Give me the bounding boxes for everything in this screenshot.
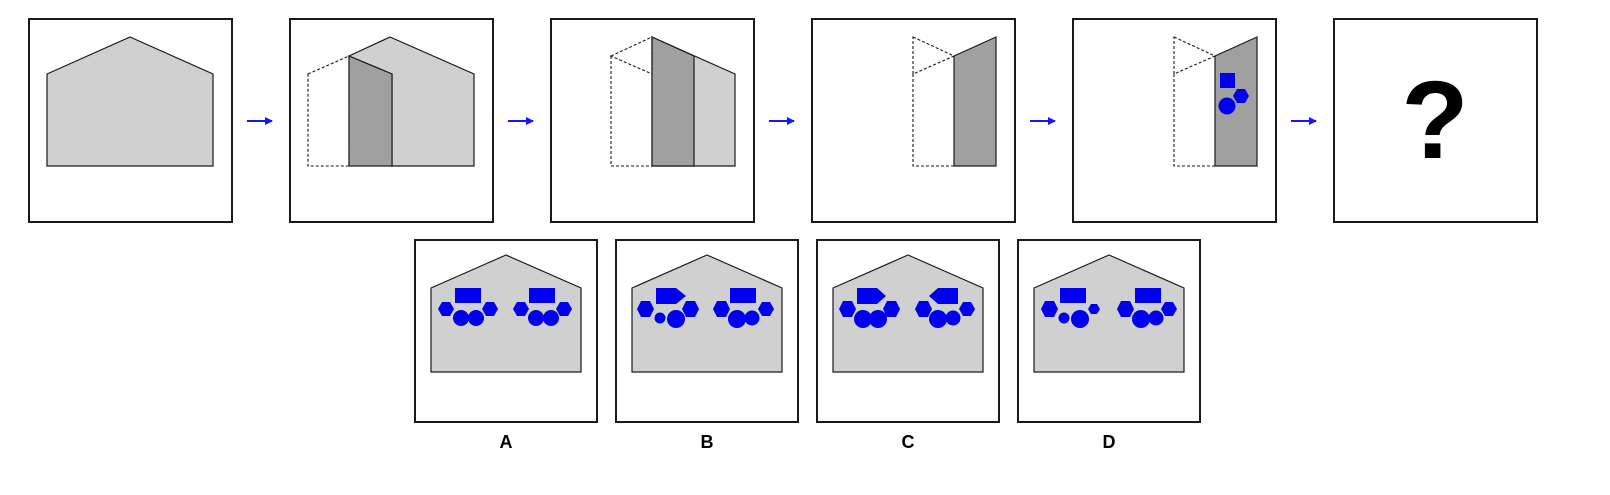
option-c-label: C (901, 432, 915, 452)
option-a[interactable] (414, 239, 598, 423)
small-circle-shape (654, 312, 666, 324)
circle-shape (929, 310, 947, 328)
folded-panel (651, 36, 695, 167)
circle-shape (854, 310, 872, 328)
sequence-frame-6: ? (1333, 18, 1538, 223)
circle-shape (728, 310, 746, 328)
sequence-frame-2 (289, 18, 494, 223)
folded-strip (953, 36, 997, 167)
hexagon-shape (637, 301, 654, 317)
hexagon-shape (556, 302, 572, 316)
house-shape (46, 36, 214, 167)
question-mark: ? (1401, 59, 1468, 182)
option-d-label: D (1102, 432, 1116, 452)
square-shape (1060, 288, 1086, 303)
fold-outline-dashed (912, 36, 956, 75)
house-shape (1033, 254, 1185, 373)
circle-shape (945, 310, 961, 326)
circle-shape (1132, 310, 1150, 328)
punched-square (1220, 73, 1235, 88)
circle-shape (744, 310, 760, 326)
circle-shape (667, 310, 685, 328)
fold-outline-dashed (1173, 36, 1217, 75)
square-shape (1135, 288, 1161, 303)
circle-shape (468, 310, 484, 326)
fold-outline-dashed (609, 36, 653, 75)
house-shape (832, 254, 984, 373)
option-c[interactable] (816, 239, 1000, 423)
folded-strip (1214, 36, 1258, 167)
folding-panel (348, 55, 393, 167)
house-shape (430, 254, 582, 373)
hexagon-shape (758, 302, 774, 316)
hexagon-shape (682, 301, 699, 317)
sequence-frame-3 (550, 18, 755, 223)
hexagon-shape (1117, 301, 1134, 317)
punched-circle (1218, 97, 1236, 115)
house-shape (631, 254, 783, 373)
option-a-label: A (499, 432, 513, 452)
circle-shape (453, 310, 469, 326)
square-shape (730, 288, 756, 303)
square-shape (455, 288, 481, 303)
option-b[interactable] (615, 239, 799, 423)
circle-shape (543, 310, 559, 326)
small-hexagon-shape (1088, 304, 1100, 314)
hexagon-shape (513, 302, 529, 316)
hexagon-shape (883, 301, 900, 317)
circle-shape (1148, 310, 1164, 326)
option-b-label: B (700, 432, 714, 452)
fold-outline-dashed (307, 55, 350, 167)
hexagon-shape (839, 301, 856, 317)
arrow-left-shape (929, 288, 958, 304)
square-shape (529, 288, 555, 303)
hexagon-shape (482, 302, 498, 316)
hexagon-shape (1161, 302, 1177, 316)
sequence-frame-5 (1072, 18, 1277, 223)
fold-outline-dashed-2 (1173, 74, 1215, 167)
fold-outline-dashed-2 (912, 74, 954, 167)
small-circle-shape (1058, 312, 1070, 324)
hexagon-shape (713, 301, 730, 317)
hexagon-shape (959, 302, 975, 316)
sequence-frame-1 (28, 18, 233, 223)
circle-shape (869, 310, 887, 328)
hexagon-shape (1041, 301, 1058, 317)
arrow-right-shape (857, 288, 886, 304)
fold-outline-dashed-2 (610, 56, 652, 167)
option-d[interactable] (1017, 239, 1201, 423)
circle-shape (1071, 310, 1089, 328)
punched-hexagon (1233, 89, 1249, 103)
hexagon-shape (915, 301, 932, 317)
hexagon-shape (438, 302, 454, 316)
sequence-frame-4 (811, 18, 1016, 223)
circle-shape (528, 310, 544, 326)
arrow-shape (656, 288, 686, 304)
